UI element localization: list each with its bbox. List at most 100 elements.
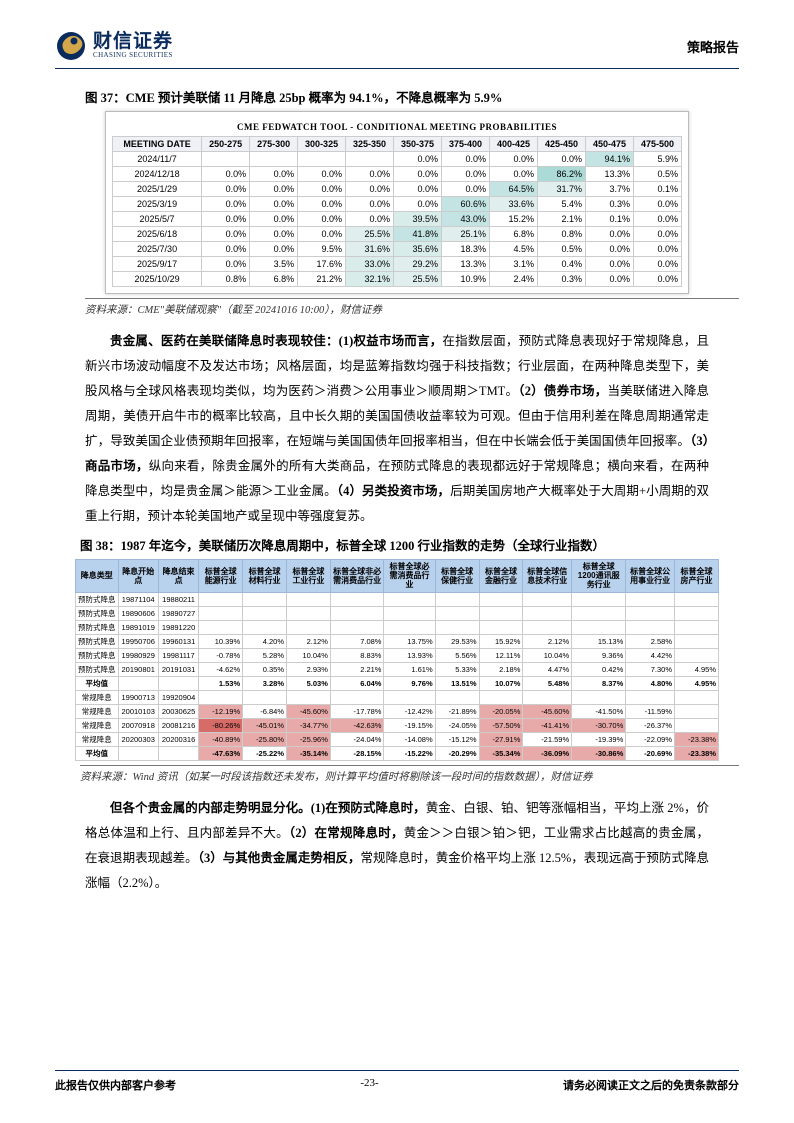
logo-icon <box>55 30 87 62</box>
sec-cell: 15.92% <box>479 634 523 648</box>
fig37-source: 资料来源：CME"美联储观察"（截至 20241016 10:00），财信证券 <box>85 298 739 317</box>
sec-cell <box>435 690 479 704</box>
cme-cell: 0.0% <box>202 227 250 242</box>
sec-cell: 19890606 <box>118 606 158 620</box>
sec-cell <box>675 704 719 718</box>
text-run: 但各个贵金属的内部走势明显分化。(1)在预防式降息时， <box>110 801 426 815</box>
table-row: 常规降息2007091820081216-80.26%-45.01%-34.77… <box>76 718 719 732</box>
sec-cell: 2.18% <box>479 662 523 676</box>
sec-cell: 5.28% <box>243 648 287 662</box>
sec-cell <box>626 690 675 704</box>
cme-cell: 0.0% <box>250 242 298 257</box>
sec-cell: 0.42% <box>572 662 626 676</box>
sec-cell <box>675 634 719 648</box>
sec-cell <box>435 620 479 634</box>
sec-cell: 7.30% <box>626 662 675 676</box>
text-run: （4）另类投资市场， <box>337 484 450 498</box>
sec-cell <box>287 592 331 606</box>
cme-table-wrap: CME FEDWATCH TOOL - CONDITIONAL MEETING … <box>105 111 689 294</box>
sec-cell: 20070918 <box>118 718 158 732</box>
cme-cell: 0.0% <box>585 227 633 242</box>
cme-cell: 0.0% <box>202 197 250 212</box>
cme-cell: 0.0% <box>633 272 681 287</box>
sec-cell: 19920904 <box>158 690 198 704</box>
sec-cell: -17.78% <box>330 704 384 718</box>
sec-cell: -19.15% <box>384 718 435 732</box>
table-row: 预防式降息2019080120191031-4.62%0.35%2.93%2.2… <box>76 662 719 676</box>
sec-cell: 3.28% <box>243 676 287 690</box>
sec-cell <box>675 690 719 704</box>
sec-cell: 13.93% <box>384 648 435 662</box>
sec-cell: 19871104 <box>118 592 158 606</box>
cme-cell: 32.1% <box>346 272 394 287</box>
sec-col: 标普全球保健行业 <box>435 560 479 593</box>
table-row: 平均值-47.63%-25.22%-35.14%-28.15%-15.22%-2… <box>76 746 719 760</box>
sec-cell: 8.37% <box>572 676 626 690</box>
cme-cell: 0.0% <box>633 212 681 227</box>
sec-cell <box>523 690 572 704</box>
sec-cell: -23.38% <box>675 732 719 746</box>
cme-cell: 15.2% <box>490 212 538 227</box>
sec-cell <box>330 620 384 634</box>
cme-cell <box>202 152 250 167</box>
sec-cell: 20010103 <box>118 704 158 718</box>
sec-cell: -30.86% <box>572 746 626 760</box>
cme-cell: 0.8% <box>538 227 586 242</box>
cme-cell: 0.0% <box>250 167 298 182</box>
sec-cell: 20030625 <box>158 704 198 718</box>
cme-cell: 9.5% <box>298 242 346 257</box>
text-run: （2）在常规降息时， <box>289 826 404 840</box>
sec-cell <box>384 690 435 704</box>
cme-cell: 0.0% <box>202 212 250 227</box>
sec-cell: 预防式降息 <box>76 662 119 676</box>
cme-cell: 0.0% <box>585 242 633 257</box>
cme-cell: 0.0% <box>202 257 250 272</box>
sec-cell: 13.51% <box>435 676 479 690</box>
cme-cell: 0.0% <box>442 152 490 167</box>
sec-col: 降息结束点 <box>158 560 198 593</box>
fig38-title: 图 38：1987 年迄今，美联储历次降息周期中，标普全球 1200 行业指数的… <box>80 535 739 554</box>
table-row: 2025/10/290.8%6.8%21.2%32.1%25.5%10.9%2.… <box>113 272 682 287</box>
cme-cell: 0.0% <box>250 212 298 227</box>
cme-cell: 0.0% <box>298 212 346 227</box>
cme-date: 2024/11/7 <box>113 152 202 167</box>
sec-cell: 19900713 <box>118 690 158 704</box>
sec-cell: -23.38% <box>675 746 719 760</box>
sec-cell: -20.29% <box>435 746 479 760</box>
cme-date: 2025/10/29 <box>113 272 202 287</box>
sec-cell: 20191031 <box>158 662 198 676</box>
sec-cell <box>479 620 523 634</box>
sec-cell: -35.14% <box>287 746 331 760</box>
sector-table-wrap: 降息类型降息开始点降息结束点标普全球能源行业标普全球材料行业标普全球工业行业标普… <box>75 559 719 761</box>
sec-cell: 常规降息 <box>76 704 119 718</box>
sec-cell <box>199 690 243 704</box>
sec-cell: 预防式降息 <box>76 592 119 606</box>
logo-en: CHASING SECURITIES <box>93 52 173 59</box>
sec-cell <box>199 592 243 606</box>
table-row: 2025/7/300.0%0.0%9.5%31.6%35.6%18.3%4.5%… <box>113 242 682 257</box>
cme-date: 2025/7/30 <box>113 242 202 257</box>
cme-cell: 25.5% <box>346 227 394 242</box>
table-row: 预防式降息1989060619890727 <box>76 606 719 620</box>
cme-cell: 0.0% <box>346 167 394 182</box>
text-run: （3）与其他贵金属走势相反， <box>198 851 361 865</box>
sec-cell <box>626 606 675 620</box>
sec-cell <box>626 592 675 606</box>
cme-cell: 3.1% <box>490 257 538 272</box>
sec-cell: -34.77% <box>287 718 331 732</box>
cme-col: MEETING DATE <box>113 137 202 152</box>
sec-cell: 4.95% <box>675 662 719 676</box>
sec-cell: -45.01% <box>243 718 287 732</box>
cme-cell: 0.0% <box>250 197 298 212</box>
table-row: 2025/9/170.0%3.5%17.6%33.0%29.2%13.3%3.1… <box>113 257 682 272</box>
page-footer: 此报告仅供内部客户参考 -23- 请务必阅读正文之后的免责条款部分 <box>55 1070 739 1093</box>
table-row: 常规降息2020030320200316-40.89%-25.80%-25.96… <box>76 732 719 746</box>
sec-cell: -35.34% <box>479 746 523 760</box>
table-row: 常规降息1990071319920904 <box>76 690 719 704</box>
sec-cell <box>675 606 719 620</box>
sec-cell: 预防式降息 <box>76 634 119 648</box>
sec-cell: -40.89% <box>199 732 243 746</box>
sec-cell: 5.33% <box>435 662 479 676</box>
sec-cell: 20190801 <box>118 662 158 676</box>
cme-cell: 21.2% <box>298 272 346 287</box>
